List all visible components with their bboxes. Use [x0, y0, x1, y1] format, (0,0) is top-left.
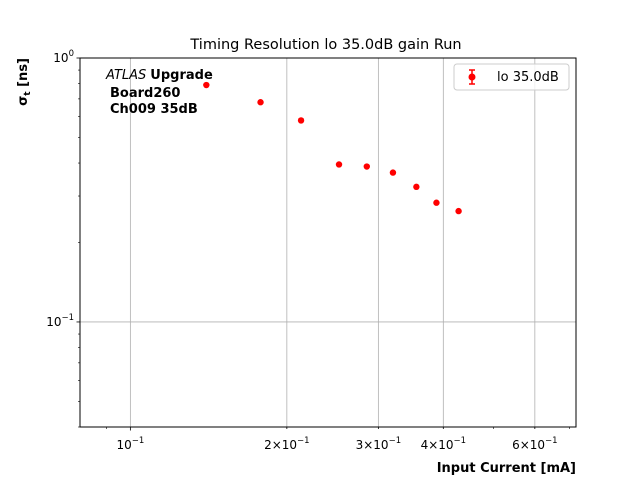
y-tick-label: 10−1 — [46, 313, 74, 329]
data-point — [363, 163, 370, 170]
data-point — [455, 207, 462, 215]
annotation-line-1: ATLAS Upgrade — [105, 68, 213, 83]
data-point — [413, 183, 420, 191]
annotation-line-2: Board260 — [110, 86, 180, 101]
chart-title: Timing Resolution lo 35.0dB gain Run — [189, 37, 461, 53]
data-point — [203, 81, 210, 89]
data-point — [389, 169, 397, 176]
annotation-upgrade: Upgrade — [150, 68, 213, 83]
legend-marker — [468, 73, 476, 81]
annotation-atlas: ATLAS — [105, 68, 146, 83]
y-axis-label-sub: t — [23, 91, 33, 96]
axis-ticks: 10−1 2×10−1 3×10−1 4×10−1 6×10−1 10−1 100 — [46, 49, 570, 452]
y-axis-label: σt [ns] — [16, 58, 33, 106]
y-axis-label-main: σ — [16, 96, 31, 106]
x-tick-label: 3×10−1 — [356, 436, 402, 452]
x-axis-label: Input Current [mA] — [437, 461, 576, 476]
x-tick-label: 6×10−1 — [512, 436, 558, 452]
annotation-line-3: Ch009 35dB — [110, 102, 198, 117]
x-tick-label: 10−1 — [116, 436, 144, 452]
data-point — [257, 99, 264, 106]
x-tick-label: 2×10−1 — [264, 436, 310, 452]
grid-lines — [80, 58, 576, 427]
legend: lo 35.0dB — [453, 63, 570, 91]
plot-area — [79, 57, 577, 428]
data-points — [203, 81, 462, 215]
data-point — [297, 117, 305, 124]
y-axis-label-unit: [ns] — [16, 58, 31, 91]
data-point — [433, 199, 440, 206]
y-tick-label: 100 — [53, 49, 74, 65]
annotation: ATLAS Upgrade Board260 Ch009 35dB — [105, 68, 213, 117]
data-point — [335, 161, 343, 168]
x-tick-label: 4×10−1 — [421, 436, 467, 452]
legend-label: lo 35.0dB — [497, 70, 559, 85]
legend-box — [453, 63, 570, 91]
